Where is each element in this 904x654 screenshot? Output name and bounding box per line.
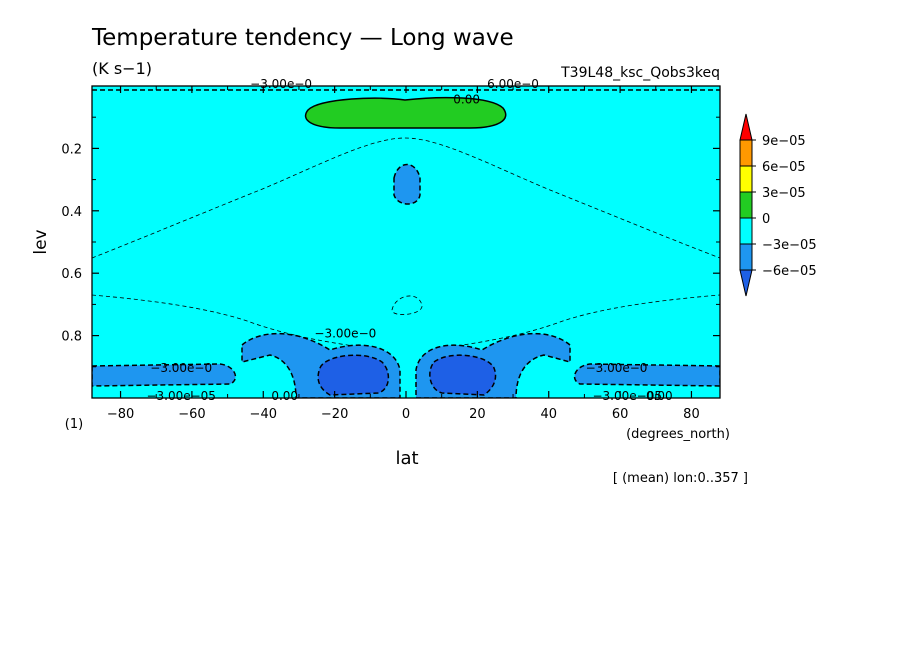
contour-line-lower-right <box>429 294 720 351</box>
contour-line-upper-dome <box>92 137 720 259</box>
contour-labels: −3.00e−0 6.00e−0 0.00 −3.00e−0 −3.00e−0 −3.00… <box>146 77 673 403</box>
footnote: [ (mean) lon:0..357 ] <box>613 471 748 486</box>
contour-label: −3.00e−05 <box>146 389 215 403</box>
contour-fill-right-core <box>429 354 497 396</box>
x-tick-label: −40 <box>250 407 277 422</box>
contour-line-lower-left <box>92 294 381 351</box>
contour-label: 0.00 <box>453 93 480 107</box>
contour-label: −3.00e−0 <box>150 361 212 375</box>
y-axis-units: (1) <box>65 417 83 432</box>
colorbar-label: 0 <box>762 212 770 227</box>
colorbar-bottom-arrow <box>739 269 753 297</box>
contour-fill-left-core <box>317 354 390 396</box>
contour-label: −3.00e−05 <box>592 389 661 403</box>
contour-label: −3.00e−0 <box>314 327 376 341</box>
y-tick-label: 0.4 <box>61 205 82 220</box>
colorbar-label: 6e−05 <box>762 160 806 175</box>
contour-label: 6.00e−0 <box>487 77 539 91</box>
x-tick-label: −60 <box>178 407 205 422</box>
y-tick-label: 0.8 <box>61 330 82 345</box>
colorbar-segment <box>739 139 753 167</box>
x-tick-label: 80 <box>683 407 700 422</box>
colorbar-top-arrow <box>739 113 753 141</box>
y-tick-label: 0.2 <box>61 142 82 157</box>
x-tick-label: −20 <box>321 407 348 422</box>
contour-fill-left-band <box>92 363 237 387</box>
contour-label: 0.00 <box>646 389 673 403</box>
x-axis-label: lat <box>395 448 418 469</box>
y-axis: 0.2 0.4 0.6 0.8 <box>61 116 720 368</box>
contour-label: −3.00e−0 <box>586 361 648 375</box>
chart-units: (K s−1) <box>92 59 152 78</box>
colorbar-label: −6e−05 <box>762 264 817 279</box>
contour-fill-green-region <box>304 96 507 129</box>
run-label: T39L48_ksc_Qobs3keq <box>560 65 720 81</box>
x-axis-units: (degrees_north) <box>626 427 730 442</box>
colorbar-label: −3e−05 <box>762 238 817 253</box>
contour-label: 0.00 <box>271 389 298 403</box>
x-tick-label: 40 <box>540 407 557 422</box>
background-fill <box>92 86 720 398</box>
x-tick-label: 0 <box>402 407 410 422</box>
y-axis-label: lev <box>31 229 51 254</box>
contour-fill-small-blob <box>393 163 421 205</box>
colorbar-segment <box>739 243 753 271</box>
colorbar-segment <box>739 191 753 219</box>
colorbar: 9e−05 6e−05 3e−05 0 −3e−05 −6e−05 <box>739 113 817 297</box>
chart-title: Temperature tendency — Long wave <box>91 25 514 51</box>
colorbar-segment <box>739 217 753 245</box>
plot-area <box>92 86 720 398</box>
y-tick-label: 0.6 <box>61 267 82 282</box>
x-axis: −80 −60 −40 −20 0 20 40 60 80 <box>107 86 700 422</box>
x-tick-label: 60 <box>612 407 629 422</box>
colorbar-label: 9e−05 <box>762 134 806 149</box>
contour-label: −3.00e−0 <box>250 77 312 91</box>
contour-fill-right-band <box>573 363 720 387</box>
x-tick-label: 20 <box>469 407 486 422</box>
colorbar-label: 3e−05 <box>762 186 806 201</box>
colorbar-segment <box>739 165 753 193</box>
x-tick-label: −80 <box>107 407 134 422</box>
